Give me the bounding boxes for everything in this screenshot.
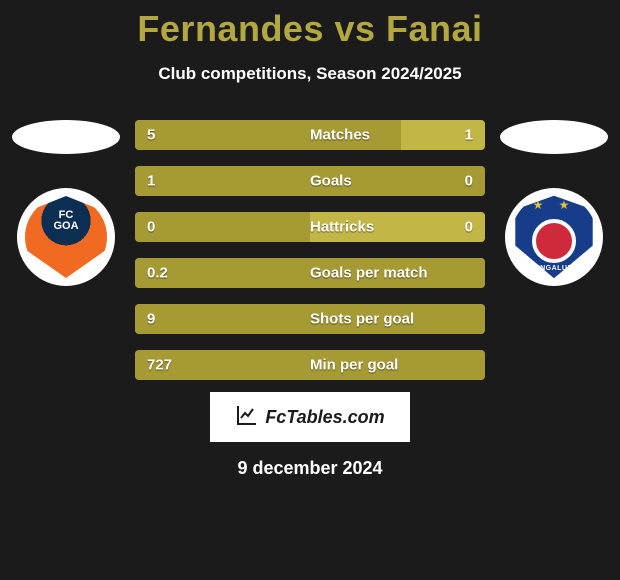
stat-value-right: 0	[465, 219, 473, 236]
stat-row: 1 0 Goals	[135, 166, 485, 196]
stat-label: Min per goal	[310, 357, 398, 374]
club-badge-right-stars: ★ ★	[505, 198, 603, 212]
stat-row: 5 1 Matches	[135, 120, 485, 150]
player-left-avatar	[12, 120, 120, 154]
stat-value-right: 0	[465, 173, 473, 190]
stat-value-right: 1	[465, 127, 473, 144]
page-title: Fernandes vs Fanai	[0, 0, 620, 50]
stat-label: Hattricks	[310, 219, 374, 236]
date-label: 9 december 2024	[0, 458, 620, 479]
stat-row: 0 0 Hattricks	[135, 212, 485, 242]
subtitle: Club competitions, Season 2024/2025	[0, 64, 620, 84]
player-left-column: FCGOA	[11, 120, 121, 286]
club-badge-right: ★ ★ BENGALURU	[505, 188, 603, 286]
stat-row: 0.2 Goals per match	[135, 258, 485, 288]
stat-label: Shots per goal	[310, 311, 414, 328]
stat-label: Matches	[310, 127, 370, 144]
stat-bar-left	[135, 212, 310, 242]
watermark-chart-icon	[235, 403, 259, 432]
stat-value-left: 727	[147, 357, 172, 374]
stat-row: 727 Min per goal	[135, 350, 485, 380]
stat-value-left: 1	[147, 173, 155, 190]
stat-value-left: 0.2	[147, 265, 168, 282]
stat-value-left: 0	[147, 219, 155, 236]
stat-value-left: 5	[147, 127, 155, 144]
comparison-content: FCGOA 5 1 Matches 1 0 Goals 0 0 Hattricks 0.2 Goal…	[0, 120, 620, 380]
watermark-text: FcTables.com	[265, 407, 384, 428]
stat-row: 9 Shots per goal	[135, 304, 485, 334]
player-right-column: ★ ★ BENGALURU	[499, 120, 609, 286]
player-right-avatar	[500, 120, 608, 154]
stat-value-left: 9	[147, 311, 155, 328]
club-badge-left: FCGOA	[17, 188, 115, 286]
stat-label: Goals	[310, 173, 352, 190]
watermark-link[interactable]: FcTables.com	[210, 392, 410, 442]
club-badge-right-label: BENGALURU	[505, 265, 603, 272]
stat-bars: 5 1 Matches 1 0 Goals 0 0 Hattricks 0.2 Goals per …	[135, 120, 485, 380]
club-badge-left-label: FCGOA	[17, 210, 115, 232]
stat-label: Goals per match	[310, 265, 428, 282]
